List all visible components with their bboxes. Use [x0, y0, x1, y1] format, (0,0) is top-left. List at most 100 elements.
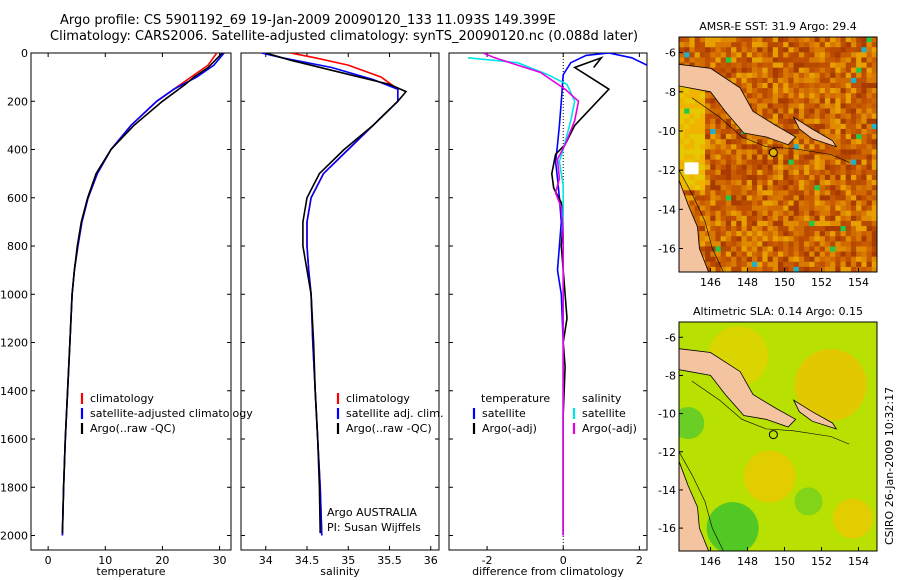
sst-cell: [679, 52, 685, 58]
sst-cell: [689, 180, 695, 186]
sst-cell: [835, 195, 841, 201]
sst-cell: [757, 82, 763, 89]
sst-cell: [741, 88, 748, 94]
legend-difference: temperature salinitysatelliteArgo(-adj)sa…: [472, 392, 637, 435]
sst-cell: [861, 159, 867, 166]
map-frame-sla: [678, 321, 878, 552]
sst-cell: [746, 52, 753, 58]
sst-cell: [819, 190, 826, 196]
sst-cell: [835, 215, 841, 222]
sst-cell: [772, 42, 779, 48]
sst-cell: [741, 164, 748, 171]
sst-cell: [710, 241, 716, 247]
sst-cell: [824, 62, 831, 68]
sst-cell: [772, 174, 779, 181]
sst-cell: [694, 180, 701, 186]
sst-cell: [840, 256, 847, 263]
sst-cell: [871, 77, 877, 84]
sst-cell: [850, 149, 857, 155]
sst-cell: [746, 210, 753, 217]
sst-cell: [736, 195, 742, 201]
sst-cell: [798, 195, 805, 201]
sst-cell: [699, 88, 706, 94]
sst-cell: [809, 200, 815, 206]
sst-cell: [861, 220, 867, 227]
sst-cell: [871, 47, 877, 53]
sst-cell: [741, 42, 748, 48]
sst-cell: [720, 205, 727, 211]
sst-cell: [679, 134, 685, 140]
sst-cell: [835, 62, 841, 68]
sst-cell: [830, 37, 836, 43]
sst-cell: [809, 159, 815, 166]
sst-cell: [840, 144, 847, 150]
sst-cell: [840, 251, 847, 257]
sst-cell: [778, 98, 784, 104]
sst-cell: [715, 200, 721, 206]
sst-cell: [871, 215, 877, 222]
sst-cell: [731, 180, 737, 186]
sst-cell: [736, 77, 742, 84]
sst-cell: [778, 236, 784, 242]
sst-cell: [840, 236, 847, 242]
sst-cell: [725, 123, 732, 130]
sst-cell: [835, 67, 841, 74]
sst-cell: [830, 159, 836, 166]
sst-cell: [767, 139, 774, 145]
sst-cell: [757, 241, 763, 247]
sst-cell: [731, 134, 737, 140]
sst-cell: [679, 108, 685, 114]
sst-cell: [861, 134, 867, 140]
sst-cell: [762, 200, 768, 206]
sst-cell: [699, 190, 706, 196]
timestamp-stamp: CSIRO 26-Jan-2009 10:32:17: [883, 387, 896, 545]
sst-cell: [845, 215, 852, 222]
sst-cell: [720, 134, 727, 140]
sst-cell: [757, 144, 763, 150]
sst-cell: [814, 82, 820, 89]
y-tick-label: 1200: [0, 337, 28, 350]
sst-cell: [746, 88, 753, 94]
sst-cell: [845, 164, 852, 171]
sst-cell: [788, 185, 794, 191]
sst-cell: [819, 195, 826, 201]
sst-cell: [809, 246, 815, 252]
sst-cell: [824, 164, 831, 171]
sst-cell: [830, 62, 836, 68]
sst-cell: [840, 72, 847, 79]
series-line-salinity-2: [265, 53, 408, 534]
land-mass: [679, 348, 797, 428]
sst-cell: [767, 82, 774, 89]
sst-cell: [814, 144, 820, 150]
sst-cell: [835, 241, 841, 247]
sst-cell: [850, 88, 857, 94]
sst-cell: [767, 180, 774, 186]
sst-cell: [830, 52, 836, 58]
map-y-tick-label: -6: [665, 47, 676, 60]
sst-cell: [694, 88, 701, 94]
sst-cell: [804, 215, 810, 222]
sst-cell: [809, 67, 815, 74]
sst-cell: [835, 174, 841, 181]
sst-cell: [866, 164, 873, 171]
sst-cell: [809, 113, 815, 120]
sst-cell: [871, 118, 877, 125]
sst-cell: [757, 200, 763, 206]
sst-cell: [715, 52, 721, 58]
sst-cell: [684, 149, 690, 155]
sst-cell: [814, 108, 820, 114]
sst-cell: [856, 154, 862, 160]
sst-cell: [705, 139, 711, 145]
sst-cell: [830, 88, 836, 94]
sst-cell: [814, 220, 820, 227]
sst-cell: [725, 42, 732, 48]
sst-cell: [751, 180, 758, 186]
sst-cell: [751, 108, 758, 114]
sst-cell: [772, 251, 779, 257]
sst-cell: [793, 266, 800, 272]
sst-cell: [871, 241, 877, 247]
sst-cell: [741, 251, 748, 257]
sst-cell: [835, 200, 841, 206]
sst-cell: [720, 67, 727, 74]
sst-cell: [684, 185, 690, 191]
